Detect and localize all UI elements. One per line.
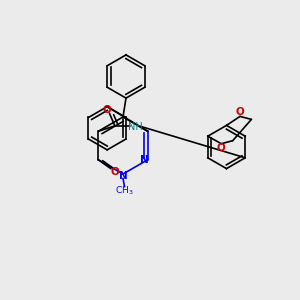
Text: NH: NH xyxy=(128,122,142,132)
Text: CH$_3$: CH$_3$ xyxy=(115,185,134,197)
Text: O: O xyxy=(103,105,111,115)
Text: O: O xyxy=(236,107,244,117)
Text: N: N xyxy=(140,155,148,165)
Text: O: O xyxy=(111,167,119,177)
Text: O: O xyxy=(217,143,226,153)
Text: N: N xyxy=(118,171,127,182)
